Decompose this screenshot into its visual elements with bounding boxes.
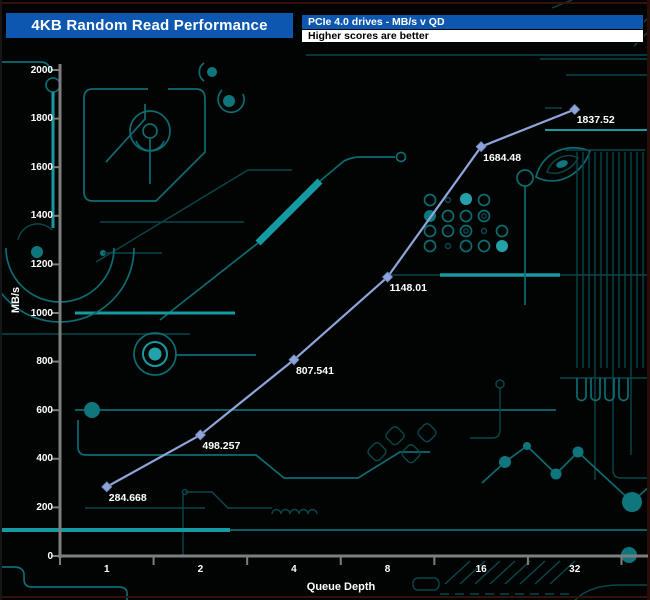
y-tick-label: 1400 (0, 210, 53, 221)
y-tick-label: 1000 (0, 308, 53, 319)
chart-title-box: 4KB Random Read Performance (6, 13, 293, 38)
y-tick-label: 2000 (0, 65, 53, 76)
chart-subtitle-row-drives: PCIe 4.0 drives - MB/s v QD (302, 15, 643, 30)
x-tick-label: 1 (82, 564, 132, 575)
x-tick-label: 4 (269, 564, 319, 575)
y-tick-label: 1200 (0, 259, 53, 270)
chart-page: 4KB Random Read Performance PCIe 4.0 dri… (0, 0, 650, 600)
point-value-label: 284.668 (109, 493, 147, 504)
chart-subtitle-note: Higher scores are better (302, 30, 429, 42)
chart-title: 4KB Random Read Performance (31, 17, 267, 34)
y-tick-label: 200 (0, 502, 53, 513)
x-tick-label: 32 (550, 564, 600, 575)
y-tick-label: 800 (0, 356, 53, 367)
x-axis-label: Queue Depth (281, 581, 401, 593)
x-tick-label: 8 (363, 564, 413, 575)
point-value-label: 1148.01 (390, 283, 427, 294)
point-value-label: 1837.52 (577, 115, 615, 126)
point-value-label: 1684.48 (483, 153, 521, 164)
y-tick-label: 400 (0, 453, 53, 464)
y-tick-label: 1800 (0, 113, 53, 124)
chart-subtitle-drives: PCIe 4.0 drives - MB/s v QD (302, 16, 445, 28)
point-value-label: 498.257 (202, 441, 240, 452)
y-tick-label: 1600 (0, 162, 53, 173)
y-tick-label: 0 (0, 551, 53, 562)
x-tick-label: 2 (175, 564, 225, 575)
chart-labels: MB/s Queue Depth 02004006008001000120014… (0, 0, 650, 600)
y-tick-label: 600 (0, 405, 53, 416)
chart-subtitle-box: PCIe 4.0 drives - MB/s v QD Higher score… (301, 14, 644, 43)
point-value-label: 807.541 (296, 366, 334, 377)
chart-subtitle-row-note: Higher scores are better (302, 30, 643, 42)
x-tick-label: 16 (456, 564, 506, 575)
